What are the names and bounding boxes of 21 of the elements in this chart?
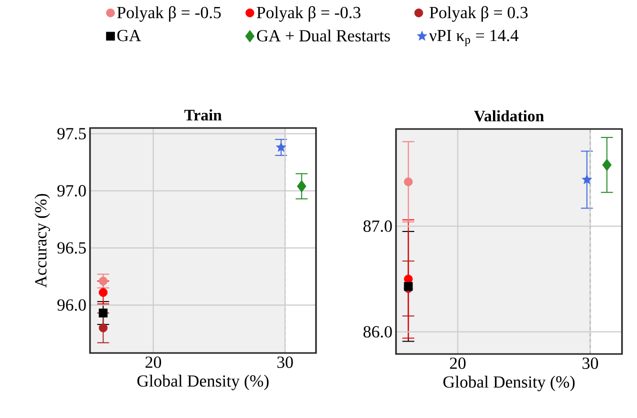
x-axis-title: Global Density (%) (443, 376, 575, 392)
legend-label: GA (117, 30, 142, 42)
y-axis-title: Accuracy (%) (34, 194, 50, 288)
chart-title: Train (184, 109, 222, 120)
x-tick-label: 20 (146, 356, 162, 368)
x-tick-label: 30 (582, 358, 598, 369)
y-tick-label: 97.0 (57, 185, 86, 197)
legend-label: Polyak β = -0.5 (117, 6, 221, 22)
legend-label: Polyak β = -0.3 (256, 6, 360, 22)
y-tick-label: 86.0 (363, 326, 392, 338)
x-tick-label: 30 (277, 356, 293, 368)
y-tick-label: 96.0 (57, 299, 86, 311)
x-axis-title: Global Density (%) (137, 374, 269, 390)
y-tick-label: 96.5 (57, 242, 86, 254)
legend-label: νPI κ$_{p}$ = 14.4 (429, 30, 518, 46)
y-tick-label: 87.0 (363, 220, 392, 232)
chart-title: Validation (474, 110, 544, 122)
y-tick-label: 97.5 (57, 128, 86, 140)
legend-label: GA + Dual Restarts (257, 30, 390, 42)
legend-label: Polyak β = 0.3 (430, 6, 528, 22)
x-tick-label: 20 (450, 358, 466, 369)
